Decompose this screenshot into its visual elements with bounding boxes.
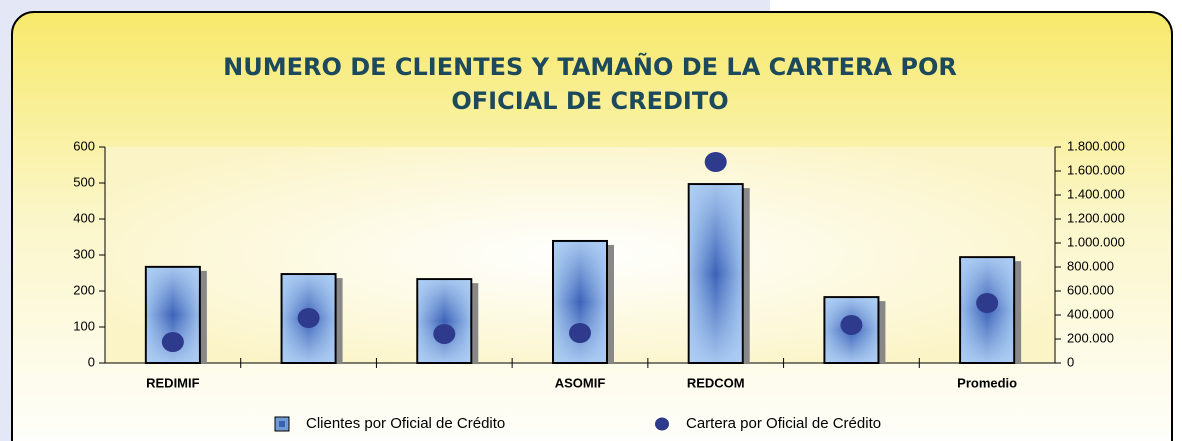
dot <box>297 308 320 328</box>
y2-tick-label: 1.600.000 <box>1067 162 1125 177</box>
dot <box>840 314 863 335</box>
dot <box>161 332 184 352</box>
chart-title: NUMERO DE CLIENTES Y TAMAÑO DE LA CARTER… <box>223 52 957 81</box>
y2-tick-label: 1.200.000 <box>1067 210 1125 225</box>
y-tick-label: 600 <box>73 138 95 153</box>
y-tick-label: 200 <box>73 282 95 297</box>
y2-tick-label: 400.000 <box>1067 306 1114 321</box>
dot <box>433 323 456 344</box>
y2-tick-label: 1.800.000 <box>1067 138 1125 153</box>
dot <box>976 293 999 313</box>
bar-highlight <box>418 280 471 362</box>
y-tick-label: 400 <box>73 210 95 225</box>
y-tick-label: 500 <box>73 174 95 189</box>
chart-title: OFICIAL DE CREDITO <box>451 87 728 115</box>
x-tick-label: ASOMIF <box>555 375 606 390</box>
legend-swatch <box>655 417 669 431</box>
legend-label: Clientes por Oficial de Crédito <box>306 415 505 432</box>
y-tick-label: 0 <box>88 354 95 369</box>
y2-tick-label: 200.000 <box>1067 330 1114 345</box>
y2-tick-label: 1.400.000 <box>1067 186 1125 201</box>
legend-label: Cartera por Oficial de Crédito <box>686 415 881 432</box>
dot <box>704 152 727 172</box>
x-tick-label: REDCOM <box>687 375 745 390</box>
y2-tick-label: 600.000 <box>1067 282 1114 297</box>
bar-highlight <box>554 241 606 362</box>
y2-tick-label: 1.000.000 <box>1067 234 1125 249</box>
y-tick-label: 100 <box>73 318 95 333</box>
y2-tick-label: 0 <box>1067 354 1074 369</box>
x-tick-label: Promedio <box>957 375 1017 390</box>
legend-swatch-inner <box>279 421 285 427</box>
x-tick-label: REDIMIF <box>146 375 200 390</box>
dot <box>569 323 591 343</box>
y2-tick-label: 800.000 <box>1067 258 1114 273</box>
bar-highlight <box>689 185 742 362</box>
y-tick-label: 300 <box>73 246 95 261</box>
